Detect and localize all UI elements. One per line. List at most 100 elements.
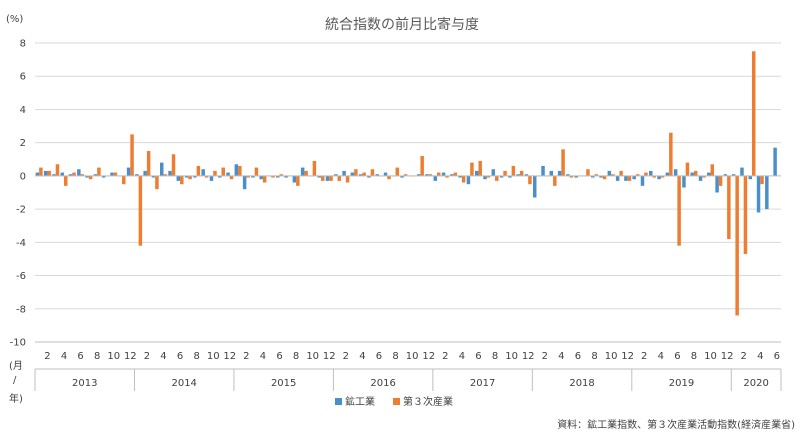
bar-tertiary	[39, 168, 42, 176]
bar-tertiary	[197, 166, 200, 176]
bar-tertiary	[47, 171, 50, 176]
bar-tertiary	[147, 151, 150, 176]
grid-lines	[35, 43, 781, 342]
legend-label-mining: 鉱工業	[345, 395, 375, 408]
x-month-tick-label: 8	[193, 351, 199, 362]
bar-mining	[475, 171, 478, 176]
source-note: 資料：鉱工業指数、第３次産業活動指数(経済産業省)	[557, 418, 795, 431]
x-month-tick-label: 8	[591, 351, 597, 362]
bar-mining	[326, 176, 329, 181]
bar-tertiary	[420, 156, 423, 176]
x-month-tick-label: 2	[442, 351, 448, 362]
bar-mining	[674, 169, 677, 176]
bar-tertiary	[495, 176, 498, 181]
x-month-tick-label: 2	[641, 351, 647, 362]
bar-tertiary	[677, 176, 680, 246]
bar-mining	[773, 148, 776, 176]
bar-tertiary	[304, 171, 307, 176]
chart-title: 統合指数の前月比寄与度	[325, 16, 479, 33]
x-month-tick-label: 12	[422, 351, 435, 362]
bar-mining	[558, 171, 561, 176]
bar-tertiary	[727, 176, 730, 239]
x-month-tick-label: 12	[621, 351, 634, 362]
bar-tertiary	[97, 168, 100, 176]
bar-tertiary	[222, 168, 225, 176]
bar-tertiary	[512, 166, 515, 176]
y-tick-label: -10	[10, 338, 26, 349]
y-tick-label: 4	[20, 105, 26, 116]
bar-tertiary	[553, 176, 556, 186]
x-axis-row-label-month: (月	[9, 360, 23, 372]
bar-mining	[235, 164, 238, 176]
bar-mining	[541, 166, 544, 176]
bar-mining	[624, 176, 627, 181]
bar-tertiary	[719, 176, 722, 186]
bar-tertiary	[371, 169, 374, 176]
bar-tertiary	[263, 176, 266, 183]
bar-tertiary	[130, 134, 133, 176]
x-month-tick-label: 12	[522, 351, 535, 362]
x-month-tick-label: 2	[542, 351, 548, 362]
x-month-tick-label: 6	[376, 351, 382, 362]
x-month-tick-label: 12	[323, 351, 336, 362]
bar-mining	[715, 176, 718, 193]
x-month-tick-label: 12	[124, 351, 137, 362]
bar-mining	[342, 171, 345, 176]
x-month-tick-label: 10	[505, 351, 518, 362]
x-month-tick-label: 4	[558, 351, 564, 362]
bar-tertiary	[329, 176, 332, 181]
x-year-label: 2015	[271, 378, 296, 389]
bar-tertiary	[180, 176, 183, 184]
bar-mining	[160, 163, 163, 176]
y-tick-label: -2	[16, 205, 26, 216]
y-tick-label: -4	[16, 238, 26, 249]
bar-tertiary	[64, 176, 67, 186]
bar-mining	[765, 176, 768, 209]
bar-mining	[757, 176, 760, 213]
bar-tertiary	[478, 161, 481, 176]
x-year-label: 2020	[743, 378, 768, 389]
bar-tertiary	[172, 154, 175, 176]
bar-mining	[492, 169, 495, 176]
x-month-tick-label: 4	[260, 351, 266, 362]
x-month-tick-label: 2	[243, 351, 249, 362]
bar-mining	[682, 176, 685, 188]
x-month-tick-label: 4	[658, 351, 664, 362]
bar-tertiary	[396, 168, 399, 176]
bar-mining	[77, 169, 80, 176]
bar-tertiary	[122, 176, 125, 184]
x-year-label: 2017	[470, 378, 495, 389]
x-year-label: 2014	[171, 378, 196, 389]
x-month-tick-label: 4	[359, 351, 365, 362]
x-month-tick-label: 8	[392, 351, 398, 362]
bar-tertiary	[503, 171, 506, 176]
x-year-label: 2013	[72, 378, 97, 389]
x-month-tick-label: 6	[177, 351, 183, 362]
bar-tertiary	[694, 171, 697, 176]
x-month-tick-label: 4	[61, 351, 67, 362]
bar-tertiary	[354, 169, 357, 176]
x-month-tick-label: 10	[207, 351, 220, 362]
bar-tertiary	[56, 164, 59, 176]
bar-tertiary	[619, 171, 622, 176]
bar-mining	[550, 171, 553, 176]
y-tick-label: 8	[20, 39, 26, 50]
x-year-label: 2019	[669, 378, 694, 389]
bar-mining	[740, 168, 743, 176]
bar-mining	[467, 176, 470, 184]
x-month-tick-label: 12	[721, 351, 734, 362]
x-month-tick-label: 2	[343, 351, 349, 362]
bar-tertiary	[238, 166, 241, 176]
bar-tertiary	[628, 176, 631, 181]
bar-tertiary	[213, 171, 216, 176]
bar-tertiary	[321, 176, 324, 181]
bar-tertiary	[462, 176, 465, 183]
y-axis-unit-label: (%)	[6, 14, 23, 25]
bar-mining	[210, 176, 213, 181]
y-tick-label: -8	[16, 304, 26, 315]
bar-tertiary	[760, 176, 763, 184]
bar-tertiary	[520, 171, 523, 176]
bar-tertiary	[669, 133, 672, 176]
bar-tertiary	[470, 163, 473, 176]
bar-tertiary	[744, 176, 747, 254]
